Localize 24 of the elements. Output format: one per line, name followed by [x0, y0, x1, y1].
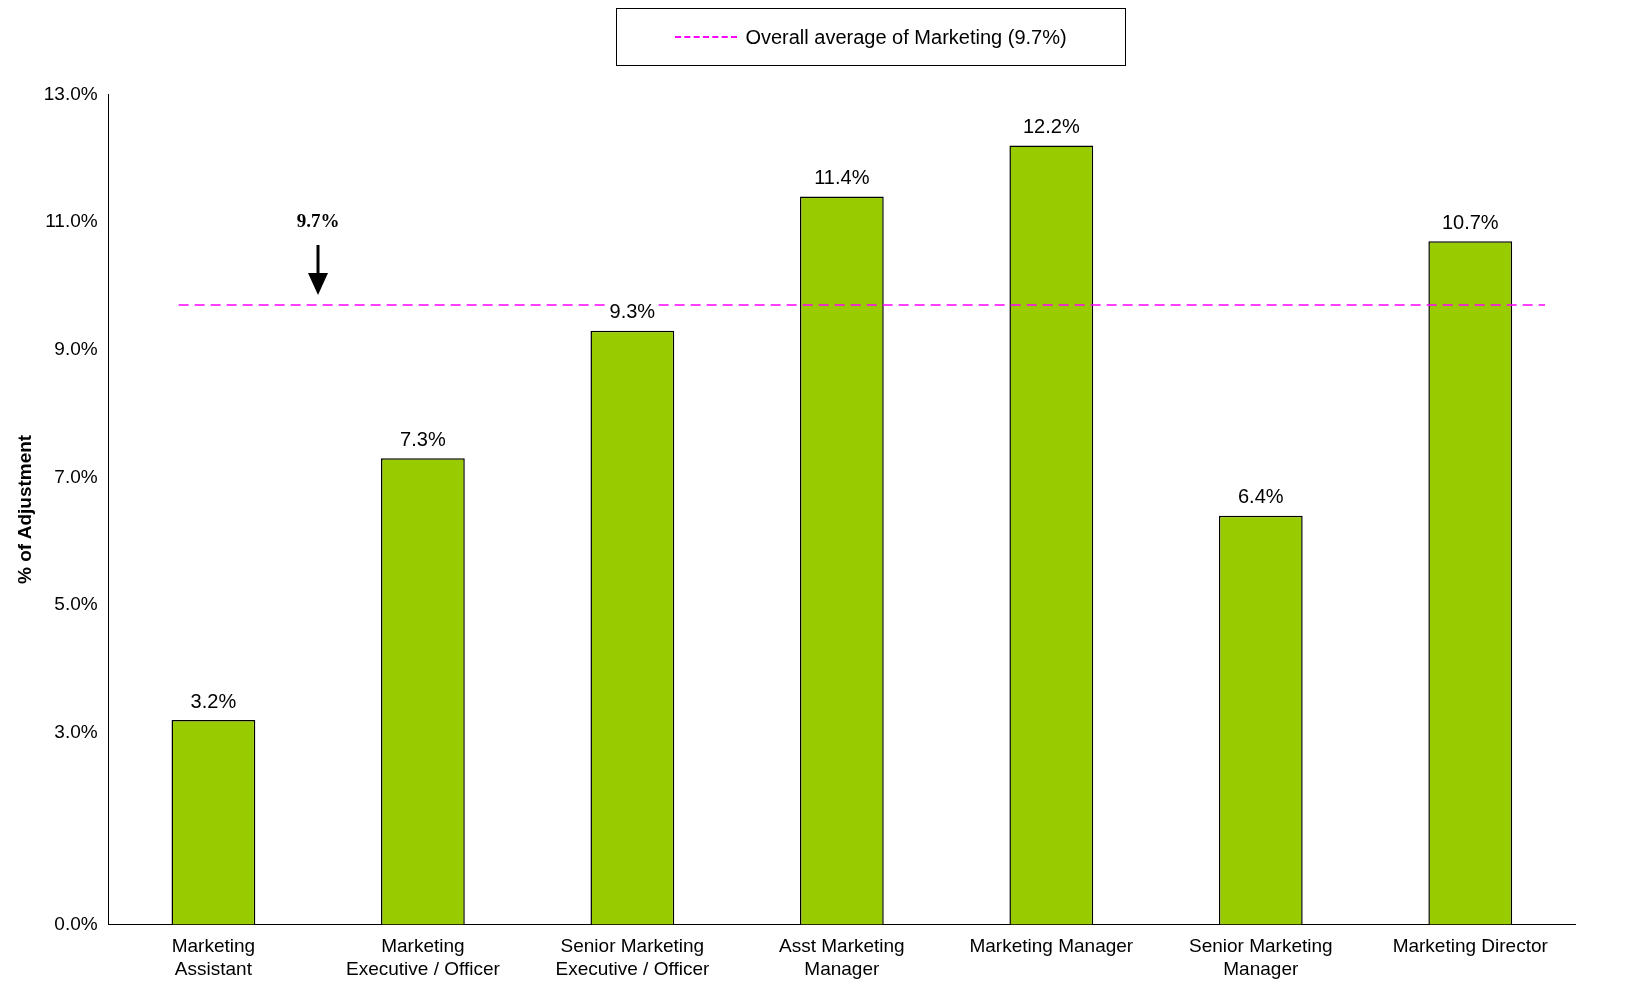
y-tick-label: 13.0% [43, 82, 98, 104]
y-tick-label: 5.0% [54, 593, 98, 615]
y-tick-label: 3.0% [54, 721, 98, 743]
y-axis-title: % of Adjustment [13, 434, 35, 584]
data-label: 3.2% [190, 689, 237, 712]
annotation: 9.7% [296, 210, 340, 233]
data-label: 9.3% [609, 300, 656, 323]
x-tick-label: Senior Marketing Manager [1188, 935, 1333, 979]
data-label: 11.4% [814, 166, 870, 189]
legend-label: Overall average of Marketing (9.7%) [745, 25, 1067, 49]
x-tick-label: Marketing Executive / Officer [345, 935, 501, 979]
y-tick-label: 7.0% [54, 465, 98, 487]
data-label: 6.4% [1237, 485, 1284, 508]
y-tick-label: 0.0% [54, 912, 98, 934]
x-tick-label: Marketing Director [1392, 935, 1549, 957]
data-label: 10.7% [1441, 210, 1499, 233]
y-tick-label: 11.0% [45, 210, 98, 232]
x-tick-label: Marketing Manager [969, 935, 1134, 957]
y-tick-label: 9.0% [54, 338, 98, 360]
data-label: 12.2% [1022, 114, 1080, 137]
data-label: 7.3% [400, 427, 446, 450]
x-tick-label: Marketing Assistant [171, 935, 256, 979]
x-tick-label: Asst Marketing Manager [779, 935, 905, 979]
x-tick-label: Senior Marketing Executive / Officer [555, 935, 710, 979]
